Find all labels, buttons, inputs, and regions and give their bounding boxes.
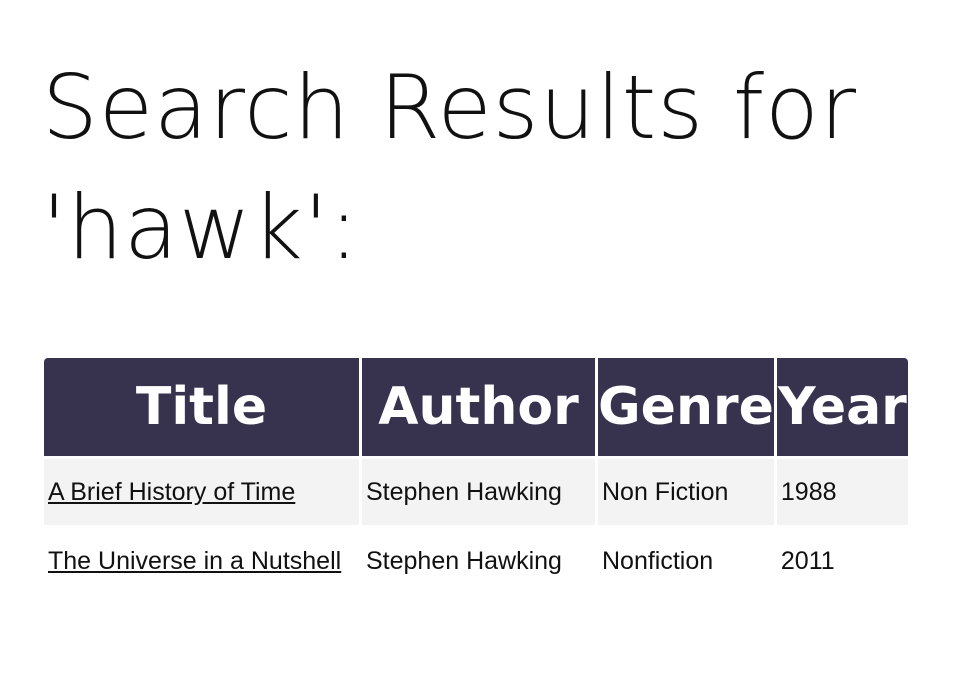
column-header-genre: Genre xyxy=(598,358,774,456)
cell-year: 1988 xyxy=(776,459,908,525)
book-title-link[interactable]: The Universe in a Nutshell xyxy=(48,547,342,575)
cell-title: The Universe in a Nutshell xyxy=(44,528,359,594)
column-header-author: Author xyxy=(362,358,595,456)
book-title-link[interactable]: A Brief History of Time xyxy=(48,478,296,506)
cell-genre: Non Fiction xyxy=(598,459,774,525)
column-header-title: Title xyxy=(44,358,359,456)
table-row: A Brief History of Time Stephen Hawking … xyxy=(44,459,908,525)
column-header-year: Year xyxy=(776,358,908,456)
cell-genre: Nonfiction xyxy=(598,528,774,594)
table-header-row: Title Author Genre Year xyxy=(44,358,908,456)
cell-title: A Brief History of Time xyxy=(44,459,359,525)
results-table: Title Author Genre Year A Brief History … xyxy=(41,355,911,597)
cell-author: Stephen Hawking xyxy=(362,528,595,594)
cell-year: 2011 xyxy=(776,528,908,594)
cell-author: Stephen Hawking xyxy=(362,459,595,525)
page-title: Search Results for 'hawk': xyxy=(42,56,858,279)
table-row: The Universe in a Nutshell Stephen Hawki… xyxy=(44,528,908,594)
